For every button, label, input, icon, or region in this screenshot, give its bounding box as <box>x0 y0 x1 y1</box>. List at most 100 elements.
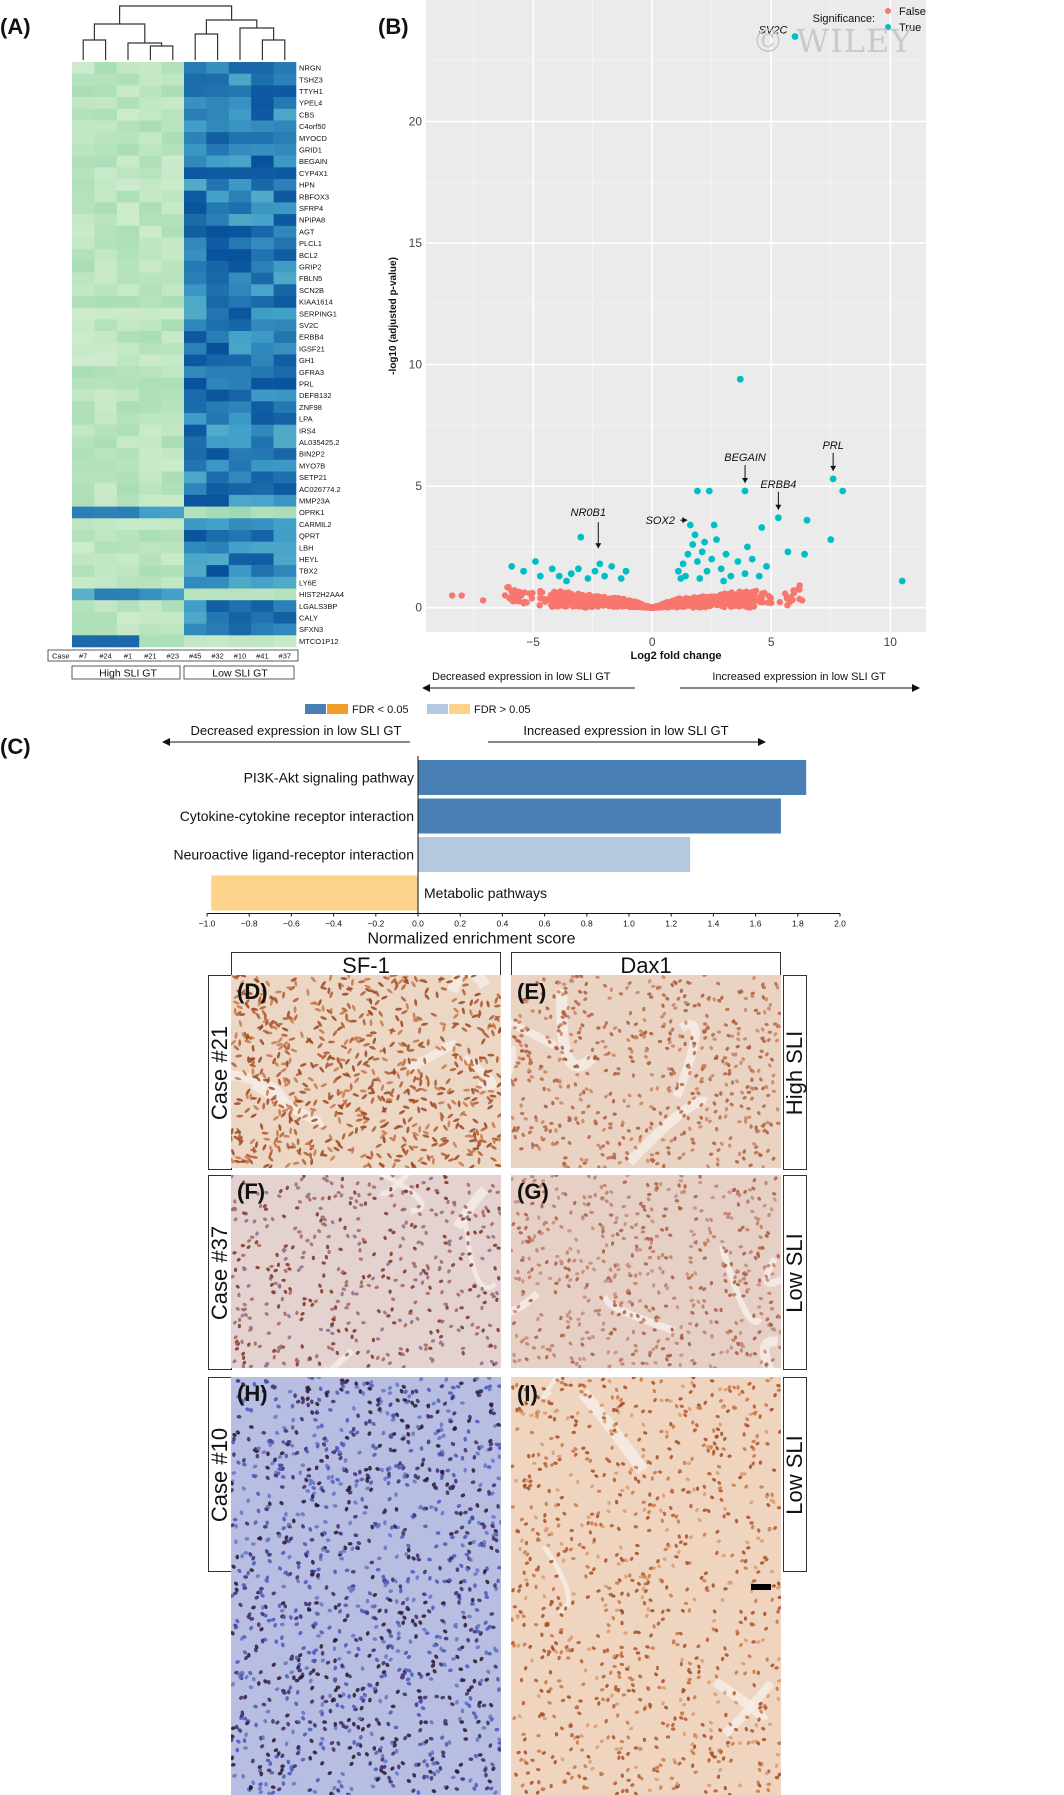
nucleus <box>642 1034 647 1039</box>
nucleus <box>679 1110 684 1114</box>
nucleus <box>554 1128 558 1133</box>
nucleus <box>611 1053 616 1057</box>
nucleus <box>264 1379 270 1384</box>
gene-label: TSHZ3 <box>299 75 323 84</box>
nucleus <box>669 1138 674 1143</box>
nucleus <box>344 1327 349 1332</box>
nucleus <box>391 1432 397 1437</box>
heatmap-cell <box>139 600 162 613</box>
nucleus <box>586 1298 591 1303</box>
nucleus <box>440 1045 447 1052</box>
nucleus <box>392 1203 397 1208</box>
nucleus <box>516 1269 520 1274</box>
nucleus <box>399 1081 404 1088</box>
point-nonsignificant <box>647 604 654 611</box>
nucleus <box>269 999 274 1006</box>
nucleus <box>442 1662 447 1667</box>
stroma-lane <box>379 1175 411 1197</box>
nucleus <box>307 1585 312 1590</box>
heatmap-cell <box>161 331 185 344</box>
nucleus <box>389 1193 394 1198</box>
nucleus <box>286 1015 294 1020</box>
nucleus <box>725 1098 729 1103</box>
heatmap-cell <box>161 506 185 519</box>
nucleus <box>352 1406 356 1411</box>
nucleus <box>322 1176 327 1181</box>
nucleus <box>453 975 461 980</box>
nucleus <box>496 1091 501 1096</box>
nucleus <box>620 1362 625 1366</box>
nucleus <box>404 1189 409 1193</box>
nucleus <box>262 1144 267 1151</box>
nucleus <box>298 1470 303 1476</box>
nucleus <box>397 1318 403 1322</box>
nucleus <box>361 1275 366 1280</box>
nucleus <box>372 1057 380 1061</box>
nucleus <box>622 1310 627 1315</box>
nucleus <box>593 1119 598 1124</box>
heatmap-cell <box>161 319 185 332</box>
nucleus <box>634 1247 639 1253</box>
gene-label: AL035425.2 <box>299 438 339 447</box>
nucleus <box>328 1708 333 1714</box>
nucleus <box>249 1138 256 1145</box>
nucleus <box>381 1639 386 1644</box>
nucleus <box>545 1006 550 1011</box>
nucleus <box>353 1500 358 1505</box>
nucleus <box>416 1204 421 1209</box>
gene-label: OPRK1 <box>299 508 324 517</box>
nucleus <box>258 1203 263 1209</box>
nucleus <box>536 1355 541 1360</box>
nucleus <box>402 1692 408 1697</box>
nucleus <box>440 987 448 991</box>
direction-label-left: Decreased expression in low SLI GT <box>432 671 611 683</box>
heatmap-cell <box>206 202 230 215</box>
nucleus <box>434 1694 440 1699</box>
nucleus <box>521 1279 525 1284</box>
nucleus <box>422 1130 430 1135</box>
nucleus <box>485 1335 490 1340</box>
nucleus <box>662 1011 667 1016</box>
nucleus <box>375 990 380 997</box>
nucleus <box>511 1128 516 1133</box>
nucleus <box>311 1255 316 1261</box>
nucleus <box>393 1278 398 1282</box>
nucleus <box>295 1186 301 1190</box>
nucleus <box>750 1209 755 1213</box>
nucleus <box>318 1029 325 1034</box>
nucleus <box>386 988 393 994</box>
point-significant <box>684 550 692 558</box>
nucleus <box>519 1049 525 1053</box>
nucleus <box>630 1049 634 1054</box>
heatmap-cell <box>116 260 140 273</box>
nucleus <box>287 1314 291 1319</box>
nucleus <box>582 1090 586 1095</box>
nucleus <box>327 987 331 995</box>
heatmap-cell <box>161 530 185 542</box>
nucleus <box>362 1116 370 1121</box>
nucleus <box>247 1342 251 1347</box>
nucleus <box>769 1207 774 1212</box>
nucleus <box>365 1034 373 1037</box>
nucleus <box>388 1228 393 1232</box>
nucleus <box>649 995 654 999</box>
nucleus <box>445 1305 449 1310</box>
nucleus <box>418 1125 422 1133</box>
nucleus <box>300 1255 305 1260</box>
nucleus <box>527 1078 532 1083</box>
nucleus <box>399 1067 407 1071</box>
nucleus <box>665 1106 670 1110</box>
nucleus <box>441 1753 446 1759</box>
heatmap-cell <box>94 448 118 461</box>
nucleus <box>700 993 705 998</box>
nucleus <box>355 1052 360 1059</box>
nucleus <box>644 1049 649 1053</box>
heatmap-cell <box>184 576 207 589</box>
nucleus <box>633 1281 638 1286</box>
nucleus <box>243 1031 248 1038</box>
nucleus <box>601 1196 605 1201</box>
nucleus <box>569 1210 573 1215</box>
nucleus <box>434 1086 441 1091</box>
nucleus <box>329 1181 334 1186</box>
nucleus <box>493 1266 497 1271</box>
